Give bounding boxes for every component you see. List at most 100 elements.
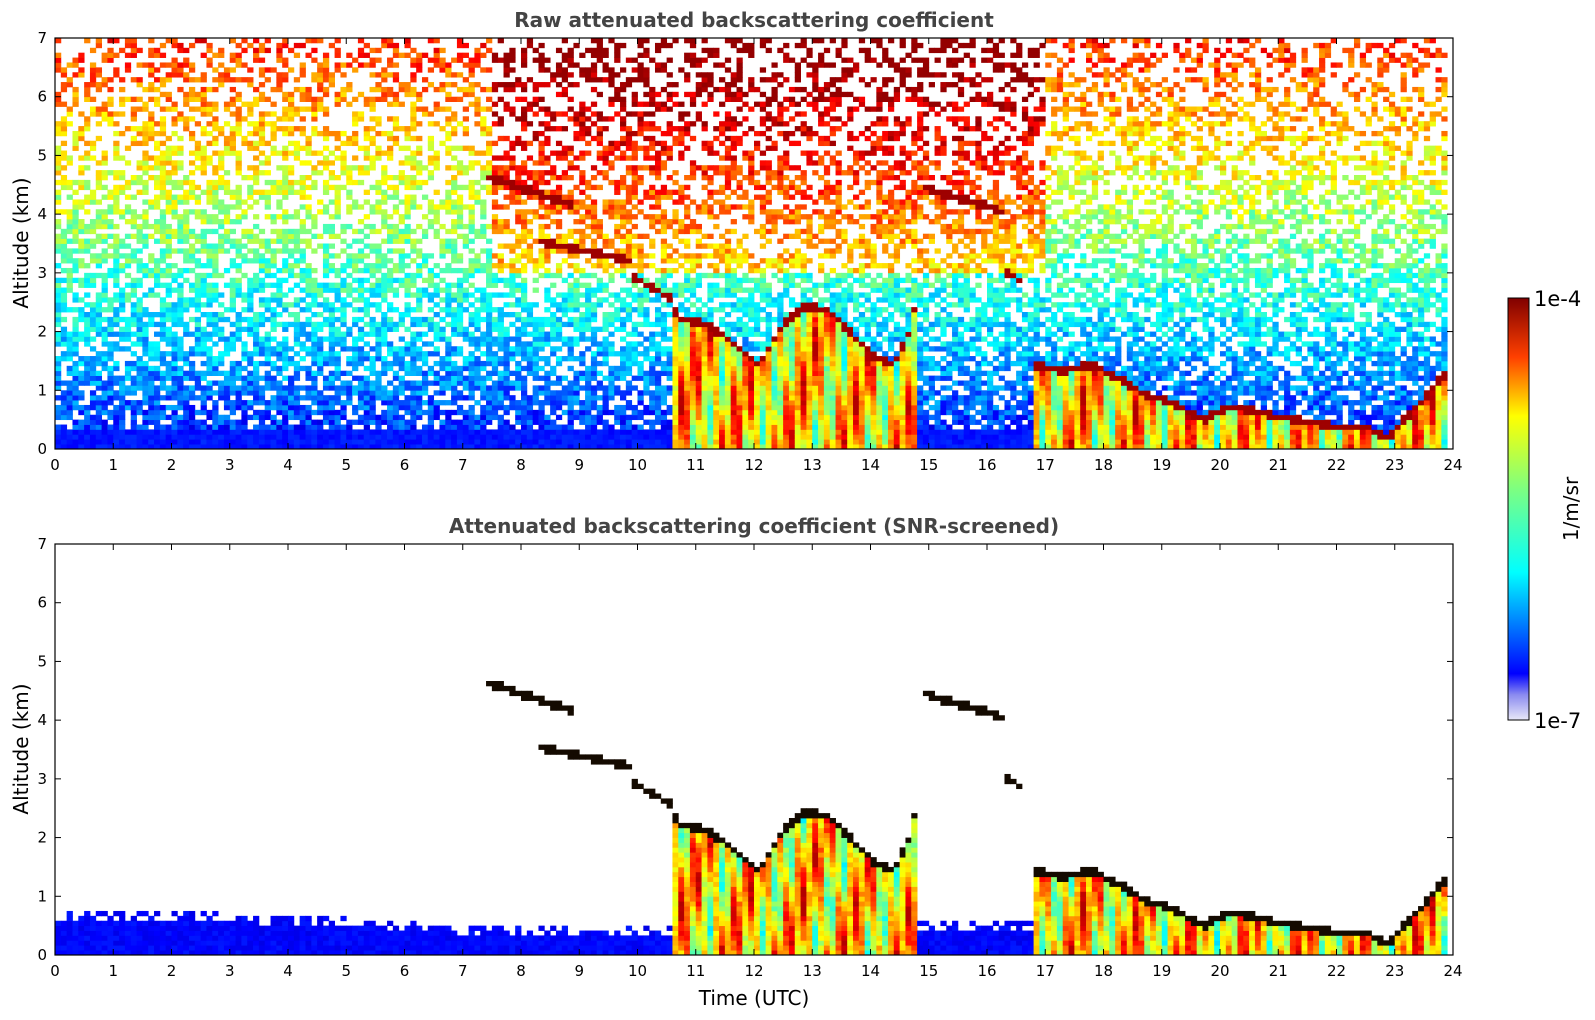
heatmap-cell	[136, 223, 143, 230]
heatmap-cell	[200, 238, 207, 244]
heatmap-cell	[188, 414, 196, 421]
heatmap-cell	[497, 444, 504, 449]
heatmap-cell	[538, 272, 545, 279]
heatmap-cell	[253, 429, 260, 435]
heatmap-cell	[299, 409, 306, 416]
heatmap-cell	[148, 346, 155, 352]
heatmap-cell	[404, 385, 411, 391]
heatmap-cell	[416, 356, 423, 362]
heatmap-cell	[154, 272, 161, 279]
heatmap-cell	[223, 233, 231, 239]
heatmap-cell	[229, 204, 236, 210]
heatmap-cell	[229, 219, 236, 225]
heatmap-cell	[218, 238, 225, 244]
heatmap-cell	[253, 238, 260, 244]
heatmap-cell	[462, 106, 469, 112]
heatmap-cell	[241, 444, 248, 449]
heatmap-cell	[317, 360, 324, 367]
heatmap-cell	[229, 243, 236, 249]
heatmap-cell	[521, 439, 528, 445]
heatmap-cell	[142, 390, 149, 396]
heatmap-cell	[212, 101, 219, 107]
heatmap-cell	[532, 214, 539, 220]
heatmap-cell	[620, 126, 627, 132]
heatmap-cell	[491, 351, 499, 357]
heatmap-cell	[288, 409, 295, 416]
heatmap-cell	[381, 179, 388, 186]
heatmap-cell	[264, 77, 271, 83]
heatmap-cell	[89, 400, 97, 406]
heatmap-cell	[427, 434, 435, 440]
heatmap-cell	[183, 404, 190, 411]
heatmap-cell	[491, 165, 499, 171]
heatmap-cell	[165, 292, 172, 298]
heatmap-cell	[282, 351, 289, 357]
heatmap-cell	[427, 419, 435, 425]
heatmap-cell	[89, 243, 97, 249]
heatmap-cell	[288, 116, 295, 122]
heatmap-cell	[293, 297, 301, 303]
heatmap-cell	[544, 414, 551, 421]
heatmap-cell	[334, 204, 341, 210]
heatmap-cell	[270, 429, 277, 435]
heatmap-cell	[398, 419, 405, 425]
heatmap-cell	[486, 321, 493, 328]
heatmap-cell	[526, 170, 534, 176]
heatmap-cell	[404, 439, 411, 445]
heatmap-cell	[60, 155, 68, 161]
heatmap-cell	[311, 57, 318, 63]
heatmap-cell	[421, 380, 429, 386]
heatmap-cell	[101, 155, 108, 161]
heatmap-cell	[579, 228, 586, 235]
heatmap-cell	[404, 404, 411, 411]
heatmap-cell	[171, 263, 178, 269]
heatmap-cell	[165, 326, 172, 332]
heatmap-cell	[427, 321, 435, 328]
heatmap-cell	[154, 424, 161, 430]
heatmap-cell	[212, 312, 219, 318]
heatmap-cell	[159, 395, 167, 401]
heatmap-cell	[171, 365, 178, 372]
heatmap-cell	[235, 160, 242, 166]
heatmap-cell	[130, 375, 137, 381]
heatmap-cell	[334, 47, 341, 54]
heatmap-cell	[404, 228, 411, 235]
heatmap-cell	[200, 272, 207, 279]
heatmap-cell	[183, 444, 190, 449]
heatmap-cell	[218, 179, 225, 186]
heatmap-cell	[317, 404, 324, 411]
heatmap-cell	[107, 253, 114, 259]
heatmap-cell	[445, 419, 452, 425]
heatmap-cell	[194, 439, 202, 445]
heatmap-cell	[154, 47, 161, 54]
heatmap-cell	[497, 434, 504, 440]
heatmap-cell	[486, 346, 493, 352]
heatmap-cell	[532, 385, 539, 391]
heatmap-cell	[357, 356, 365, 362]
heatmap-cell	[229, 135, 236, 142]
heatmap-cell	[206, 365, 213, 372]
heatmap-cell	[253, 189, 260, 195]
heatmap-cell	[614, 204, 621, 210]
heatmap-cell	[311, 77, 318, 83]
heatmap-cell	[480, 429, 487, 435]
heatmap-cell	[89, 82, 97, 88]
heatmap-cell	[258, 390, 266, 396]
heatmap-cell	[142, 223, 149, 230]
heatmap-cell	[387, 400, 394, 406]
heatmap-cell	[503, 219, 510, 225]
heatmap-cell	[579, 238, 586, 244]
heatmap-cell	[159, 228, 167, 235]
heatmap-cell	[346, 189, 353, 195]
heatmap-cell	[165, 287, 172, 293]
heatmap-cell	[445, 307, 452, 313]
heatmap-cell	[369, 272, 376, 279]
heatmap-cell	[433, 444, 440, 449]
heatmap-cell	[369, 101, 376, 107]
heatmap-cell	[357, 414, 365, 421]
heatmap-cell	[142, 424, 149, 430]
heatmap-cell	[555, 307, 563, 313]
heatmap-cell	[608, 370, 615, 376]
heatmap-cell	[503, 360, 510, 367]
heatmap-cell	[264, 179, 271, 186]
